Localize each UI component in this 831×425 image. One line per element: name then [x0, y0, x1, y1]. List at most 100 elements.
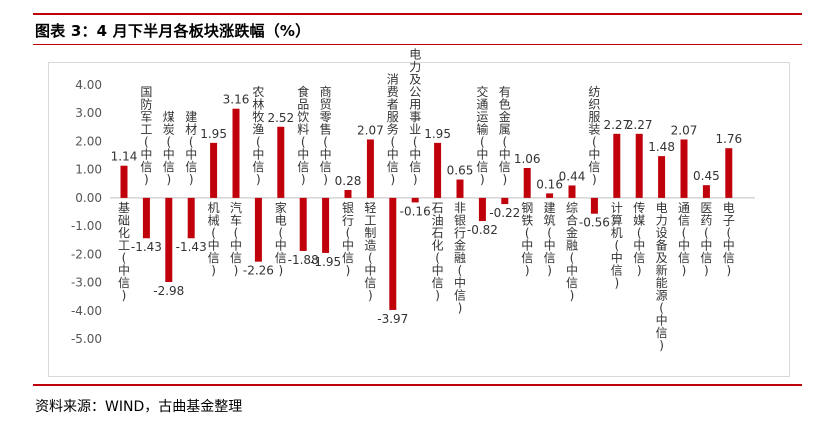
- y-tick-label: -4.00: [71, 304, 102, 318]
- data-label: -1.88: [288, 253, 319, 267]
- data-label: -1.95: [310, 255, 341, 269]
- data-label: -2.26: [243, 264, 274, 278]
- category-label: 轻工制造(中信): [364, 201, 376, 303]
- category-label: 非银行金融(中信): [454, 201, 466, 315]
- category-label: 商贸零售(中信): [320, 84, 332, 187]
- bar: [232, 108, 240, 198]
- category-label: 农林牧渔(中信): [252, 85, 264, 187]
- data-label: 2.07: [357, 123, 384, 137]
- category-label: 国防军工(中信): [140, 85, 152, 187]
- category-label: 家电(中信): [275, 200, 287, 278]
- figure-title: 图表 3：4 月下半月各板块涨跌幅（%）: [35, 22, 311, 40]
- category-label: 纺织服装(中信): [588, 85, 600, 187]
- category-label: 建材(中信): [185, 110, 197, 187]
- bar: [478, 197, 486, 222]
- data-label: 0.16: [536, 177, 563, 191]
- bar: [187, 197, 195, 239]
- category-label: 有色金属(中信): [499, 85, 511, 187]
- category-labels: 基础化工(中信) 国防军工(中信) 煤炭(中信) 建材(中信) 机械(中信) 汽车(中信)…: [118, 47, 735, 352]
- category-label: 银行(中信): [342, 201, 354, 278]
- data-label: -1.43: [131, 240, 162, 254]
- bar: [613, 133, 621, 198]
- bar: [366, 139, 374, 198]
- data-label: 2.52: [267, 111, 294, 125]
- bottom-rule: [33, 384, 802, 386]
- y-tick-label: -3.00: [71, 276, 102, 290]
- data-label: 0.44: [559, 169, 586, 183]
- top-rule: [33, 13, 802, 15]
- category-label: 钢铁(中信): [521, 201, 533, 278]
- data-label: 1.48: [648, 140, 675, 154]
- category-label: 综合金融(中信): [566, 201, 578, 303]
- data-label: 0.28: [335, 174, 362, 188]
- bar: [344, 189, 352, 198]
- data-label: -0.22: [489, 206, 520, 220]
- category-label: 电力设备及新能源(中信): [656, 201, 668, 353]
- data-label: -2.98: [153, 284, 184, 298]
- data-label: 2.27: [626, 118, 653, 132]
- bar: [568, 185, 576, 198]
- bar: [389, 197, 397, 310]
- category-label: 医药(中信): [700, 201, 712, 278]
- plot-frame: [48, 62, 790, 377]
- y-tick-label: 1.00: [75, 163, 102, 177]
- category-label: 汽车(中信): [230, 200, 242, 278]
- category-label: 食品饮料(中信): [297, 84, 309, 187]
- bar: [120, 165, 128, 198]
- category-label: 电子(中信): [723, 201, 735, 278]
- category-label: 传媒(中信): [633, 200, 645, 278]
- data-label: 1.06: [514, 152, 541, 166]
- bar: [165, 197, 173, 282]
- bar: [277, 126, 285, 198]
- category-label: 通信(中信): [678, 201, 690, 278]
- title-underline: [33, 44, 802, 45]
- category-label: 石油石化(中信): [432, 201, 444, 303]
- data-label: -1.43: [176, 240, 207, 254]
- category-label: 机械(中信): [208, 201, 220, 278]
- bar: [322, 197, 330, 253]
- category-label: 电力及公用事业(中信): [409, 47, 421, 186]
- category-label: 基础化工(中信): [118, 201, 130, 303]
- data-label: 0.65: [447, 164, 474, 178]
- bar: [590, 197, 598, 214]
- bar: [254, 197, 262, 262]
- data-labels: 1.14 -1.43 -2.98 -1.43 1.95 3.16 -2.26 2.52 -1.8…: [111, 93, 743, 326]
- bar: [546, 193, 554, 198]
- category-label: 煤炭(中信): [163, 110, 175, 187]
- y-tick-label: -1.00: [71, 219, 102, 233]
- y-tick-label: 4.00: [75, 78, 102, 92]
- bar: [680, 139, 688, 198]
- data-label: 0.45: [693, 169, 720, 183]
- source-note: 资料来源：WIND，古曲基金整理: [35, 399, 243, 415]
- data-label: 1.14: [111, 150, 138, 164]
- y-tick-label: 2.00: [75, 134, 102, 148]
- category-label: 计算机(中信): [611, 201, 623, 290]
- bar-series: [120, 108, 733, 310]
- bar: [299, 197, 307, 251]
- y-tick-label: 3.00: [75, 106, 102, 120]
- y-tick-label: -2.00: [71, 247, 102, 261]
- bar: [456, 179, 464, 198]
- y-axis-ticks: 4.00 3.00 2.00 1.00 0.00 -1.00 -2.00 -3.00 -4.00…: [71, 78, 102, 346]
- bar: [523, 167, 531, 198]
- bar: [658, 156, 666, 198]
- data-label: 1.76: [715, 132, 742, 146]
- data-label: -0.56: [579, 216, 610, 230]
- bar: [635, 133, 643, 198]
- bar: [142, 197, 150, 239]
- category-label: 建筑(中信): [544, 201, 556, 278]
- data-label: 3.16: [223, 93, 250, 107]
- bar: [501, 197, 509, 205]
- category-label: 消费者服务(中信): [387, 72, 399, 186]
- bar: [411, 197, 419, 203]
- bar: [702, 185, 710, 198]
- data-label: 2.27: [603, 118, 630, 132]
- y-tick-label: -5.00: [71, 332, 102, 346]
- data-label: 1.95: [200, 127, 227, 141]
- bar: [725, 148, 733, 198]
- y-tick-label: 0.00: [75, 191, 102, 205]
- data-label: 2.07: [671, 123, 698, 137]
- data-label: -3.97: [377, 312, 408, 326]
- bar: [210, 142, 218, 198]
